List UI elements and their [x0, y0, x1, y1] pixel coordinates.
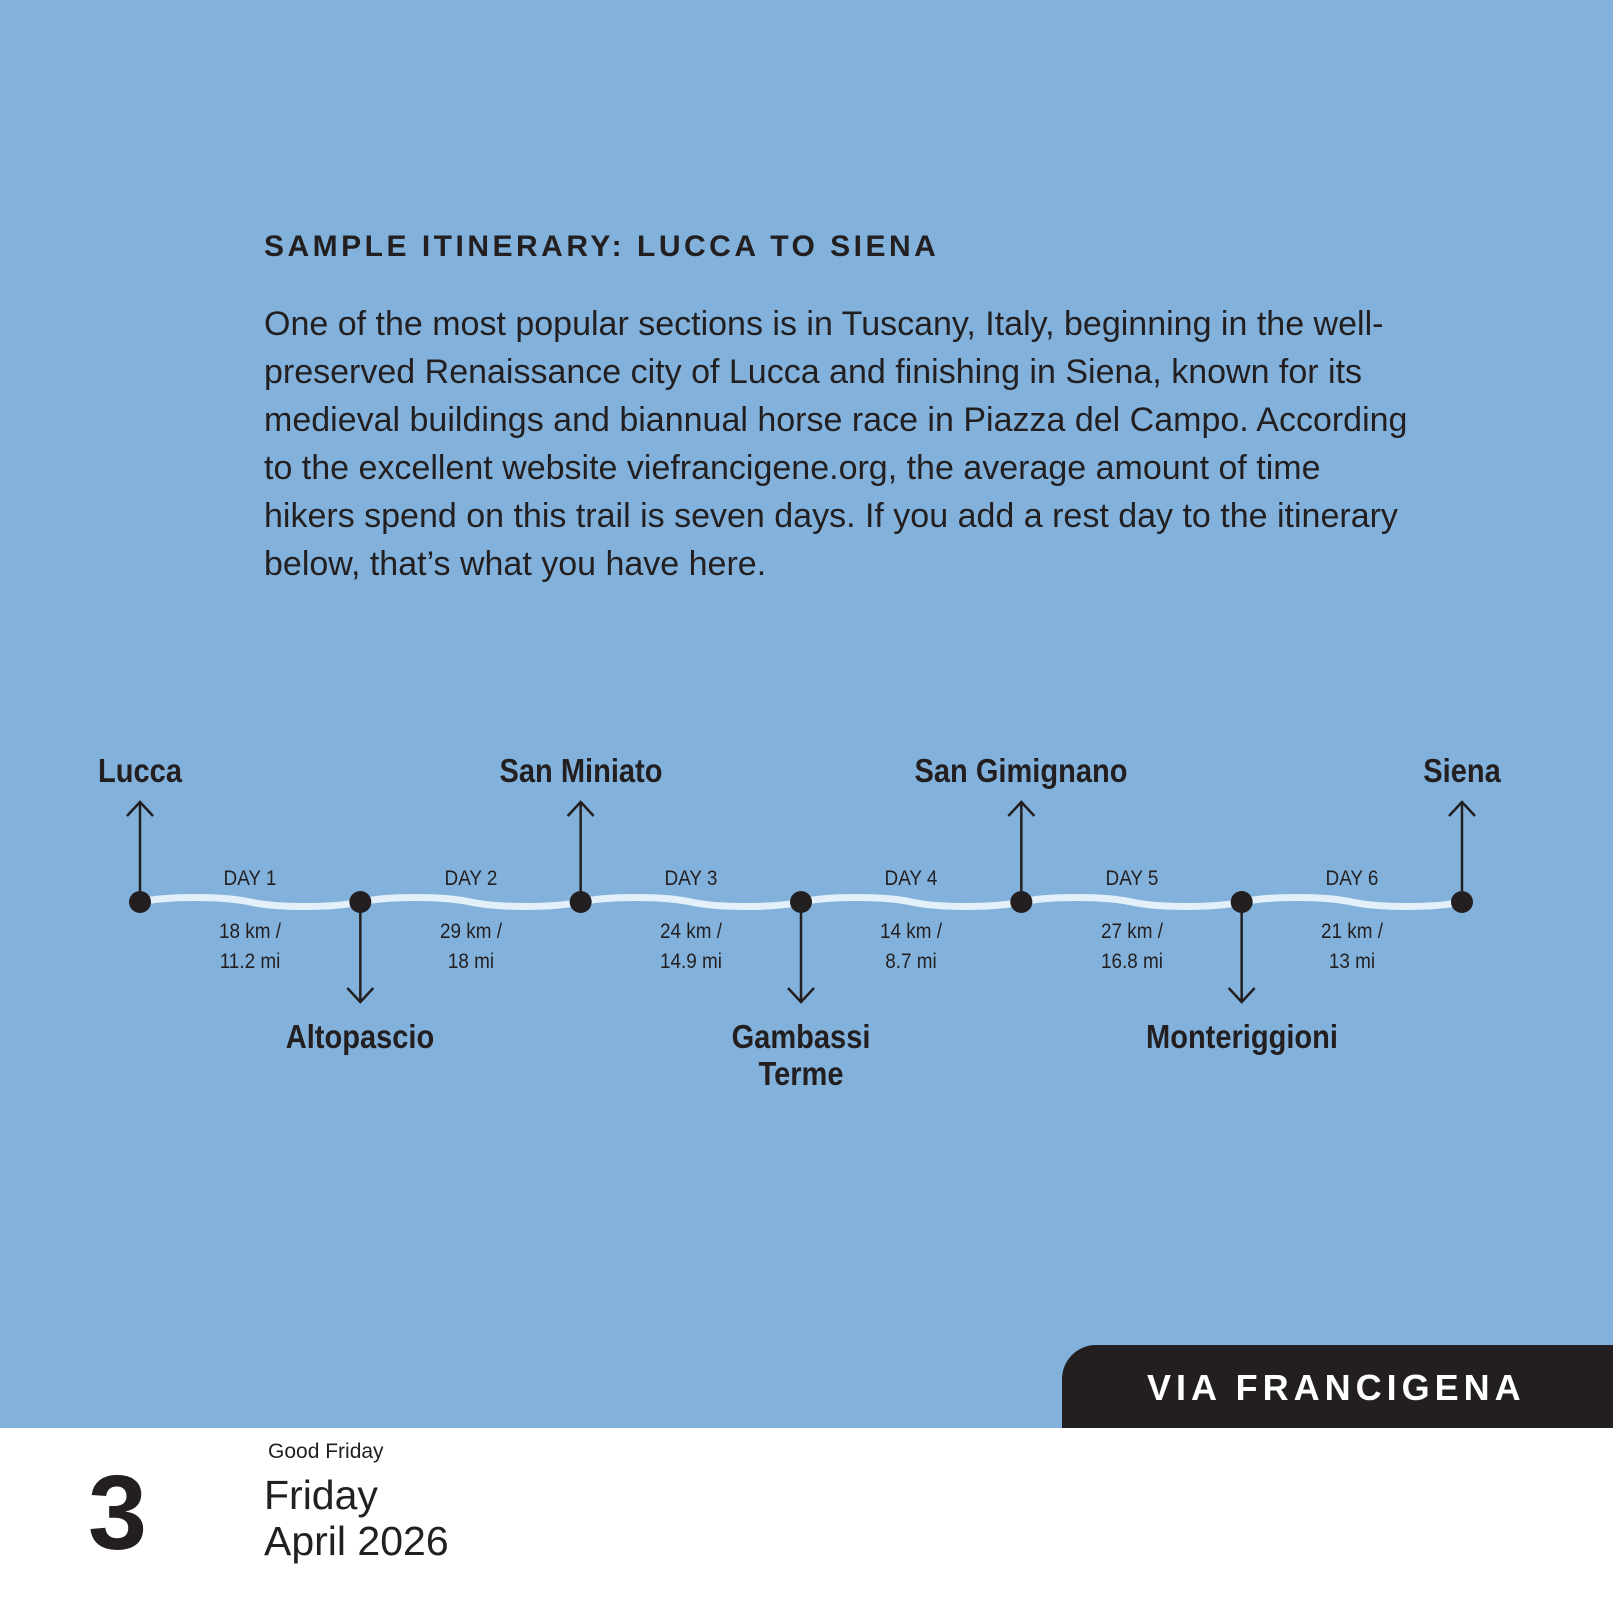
day-label: DAY 2 [444, 867, 497, 890]
stop-marker [349, 891, 372, 913]
day-label: DAY 3 [664, 867, 718, 890]
holiday-label: Good Friday [268, 1440, 384, 1463]
stop-name: Siena [1423, 752, 1501, 789]
day-label: DAY 4 [884, 867, 938, 890]
arrow-down-icon [1227, 987, 1256, 1004]
distance-mi: 14.9 mi [659, 950, 722, 973]
weekday-label: Friday [264, 1472, 378, 1518]
topic-tab: VIA FRANCIGENA [1062, 1345, 1613, 1428]
stop-marker [569, 891, 592, 913]
day-label: DAY 1 [223, 867, 277, 890]
stop-name: Gambassi Terme [731, 1018, 871, 1092]
distance-km: 21 km / [1320, 920, 1383, 943]
day-label: DAY 5 [1105, 867, 1158, 890]
stop-marker [1010, 891, 1033, 913]
stop-name: San Miniato [499, 752, 663, 789]
arrow-down-icon [787, 987, 815, 1004]
day-number: 3 [88, 1454, 147, 1572]
section-heading: SAMPLE ITINERARY: LUCCA TO SIENA [264, 230, 940, 263]
stop-marker [790, 891, 812, 913]
arrow-up-icon [1448, 800, 1476, 817]
stop-name: Monteriggioni [1145, 1018, 1338, 1055]
distance-km: 14 km / [880, 920, 943, 943]
itinerary-timeline [126, 800, 1476, 1004]
stop-name: Lucca [98, 752, 182, 789]
distance-mi: 16.8 mi [1100, 950, 1163, 973]
arrow-down-icon [346, 987, 375, 1004]
stop-marker [129, 891, 151, 913]
leg-distance: 18 km / 11.2 mi [219, 917, 281, 977]
stop-name: San Gimignano [914, 752, 1128, 789]
distance-km: 29 km / [439, 920, 502, 943]
leg-distance: 14 km / 8.7 mi [880, 917, 942, 977]
stop-marker [1451, 891, 1473, 913]
leg-distance: 27 km / 16.8 mi [1101, 917, 1163, 977]
distance-mi: 8.7 mi [885, 950, 937, 973]
distance-km: 24 km / [659, 920, 722, 943]
arrow-up-icon [566, 800, 595, 817]
stop-name: Altopascio [286, 1018, 435, 1055]
content-panel: SAMPLE ITINERARY: LUCCA TO SIENA One of … [0, 0, 1613, 1428]
distance-mi: 18 mi [447, 950, 494, 973]
topic-label: VIA FRANCIGENA [1147, 1367, 1526, 1408]
month-year-label: April 2026 [264, 1518, 449, 1564]
leg-distance: 29 km / 18 mi [440, 917, 502, 977]
arrow-up-icon [1007, 800, 1036, 817]
stop-marker [1230, 891, 1253, 913]
distance-mi: 13 mi [1328, 950, 1375, 973]
leg-distance: 21 km / 13 mi [1321, 917, 1383, 977]
leg-distance: 24 km / 14.9 mi [660, 917, 722, 977]
distance-mi: 11.2 mi [219, 950, 281, 973]
day-label: DAY 6 [1325, 867, 1379, 890]
distance-km: 18 km / [219, 920, 282, 943]
distance-km: 27 km / [1100, 920, 1163, 943]
arrow-up-icon [126, 800, 154, 817]
intro-paragraph: One of the most popular sections is in T… [264, 305, 1408, 583]
